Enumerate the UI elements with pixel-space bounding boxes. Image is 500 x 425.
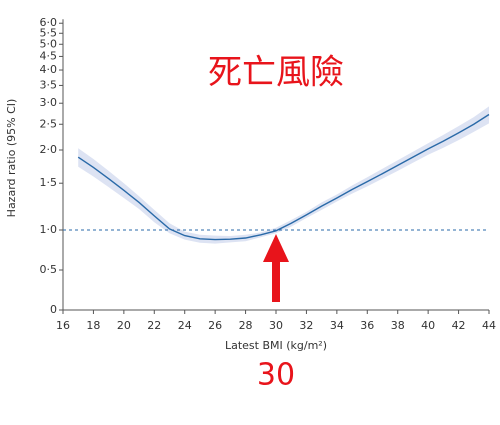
x-tick-label: 18 xyxy=(86,319,100,332)
arrow xyxy=(263,234,289,302)
y-tick-label: 0 xyxy=(50,303,57,316)
x-tick-label: 16 xyxy=(56,319,70,332)
x-tick-label: 26 xyxy=(208,319,222,332)
y-tick-label: 5·5 xyxy=(40,26,58,39)
y-tick-label: 3·5 xyxy=(40,78,58,91)
y-tick-label: 3·0 xyxy=(40,96,58,109)
y-tick-label: 1·0 xyxy=(40,223,58,236)
y-tick-label: 5·0 xyxy=(40,37,58,50)
y-tick-label: 0·5 xyxy=(40,263,58,276)
x-tick-label: 44 xyxy=(482,319,496,332)
x-tick-label: 38 xyxy=(391,319,405,332)
x-tick-label: 34 xyxy=(330,319,344,332)
line xyxy=(77,113,490,241)
y-tick-label: 4·0 xyxy=(40,63,58,76)
x-tick-label: 24 xyxy=(178,319,192,332)
x-tick-label: 40 xyxy=(421,319,435,332)
x-tick-label: 22 xyxy=(147,319,161,332)
x-tick-label: 36 xyxy=(360,319,374,332)
y-tick-label: 2·0 xyxy=(40,143,58,156)
x-axis-label: Latest BMI (kg/m²) xyxy=(225,339,327,352)
x-tick-label: 28 xyxy=(239,319,253,332)
y-axis-label: Hazard ratio (95% CI) xyxy=(5,99,18,218)
confidence-band xyxy=(78,106,489,244)
annotation: 30 xyxy=(257,358,295,393)
x-tick-label: 30 xyxy=(269,319,283,332)
x-tick-label: 20 xyxy=(117,319,131,332)
y-tick-label: 1·5 xyxy=(40,176,58,189)
annotation: 死亡風險 xyxy=(208,53,344,93)
y-tick-label: 6·0 xyxy=(40,16,58,29)
y-tick-label: 2·5 xyxy=(40,117,58,130)
x-tick-label: 32 xyxy=(299,319,313,332)
x-tick-label: 42 xyxy=(452,319,466,332)
y-tick-label: 4·5 xyxy=(40,49,58,62)
